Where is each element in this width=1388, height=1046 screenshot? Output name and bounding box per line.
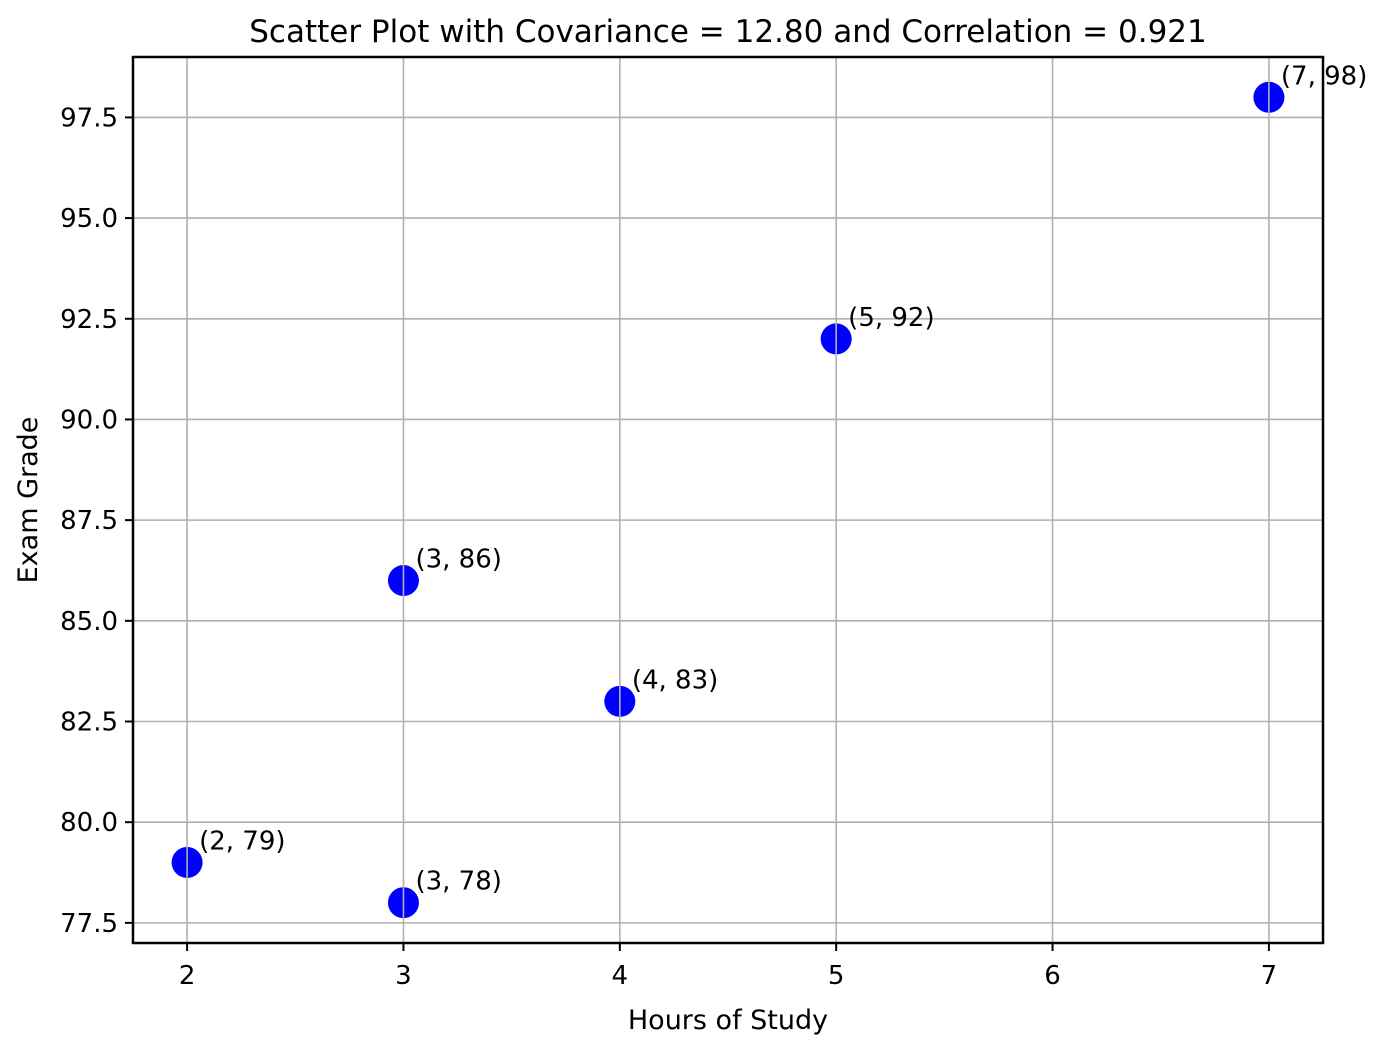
point-annotation: (4, 83) xyxy=(632,665,718,695)
x-tick-label: 4 xyxy=(612,961,629,991)
annotation-layer: (2, 79) (3, 78) (3, 86) (4, 83) (5, 92) (7, 9… xyxy=(199,61,1367,896)
plot-border xyxy=(131,55,1325,945)
x-tick-label: 2 xyxy=(179,961,196,991)
x-tick-label: 6 xyxy=(1044,961,1061,991)
y-axis-label: Exam Grade xyxy=(13,417,44,584)
point-annotation: (3, 78) xyxy=(415,867,501,897)
ticklabel-layer: 2 3 4 5 6 7 77.5 80.0 82.5 85.0 87.5 90.0 92.5 95.0 97… xyxy=(60,103,1277,991)
y-tick-label: 85.0 xyxy=(60,607,118,637)
y-tick-label: 77.5 xyxy=(60,909,118,939)
x-tick-label: 5 xyxy=(828,961,845,991)
grid-layer xyxy=(133,57,1323,943)
point-annotation: (7, 98) xyxy=(1281,61,1367,91)
chart-title: Scatter Plot with Covariance = 12.80 and… xyxy=(249,14,1207,50)
points-layer xyxy=(171,81,1285,919)
y-tick-label: 92.5 xyxy=(60,305,118,335)
point-annotation: (3, 86) xyxy=(415,545,501,575)
x-tick-label: 3 xyxy=(395,961,412,991)
y-tick-label: 90.0 xyxy=(60,405,118,435)
y-tick-label: 95.0 xyxy=(60,204,118,234)
point-annotation: (5, 92) xyxy=(848,303,934,333)
y-tick-label: 80.0 xyxy=(60,808,118,838)
x-tick-label: 7 xyxy=(1261,961,1278,991)
axes-layer xyxy=(125,55,1325,951)
y-tick-label: 97.5 xyxy=(60,103,118,133)
y-tick-label: 87.5 xyxy=(60,506,118,536)
y-tick-label: 82.5 xyxy=(60,708,118,738)
x-axis-label: Hours of Study xyxy=(628,1005,828,1036)
point-annotation: (2, 79) xyxy=(199,826,285,856)
